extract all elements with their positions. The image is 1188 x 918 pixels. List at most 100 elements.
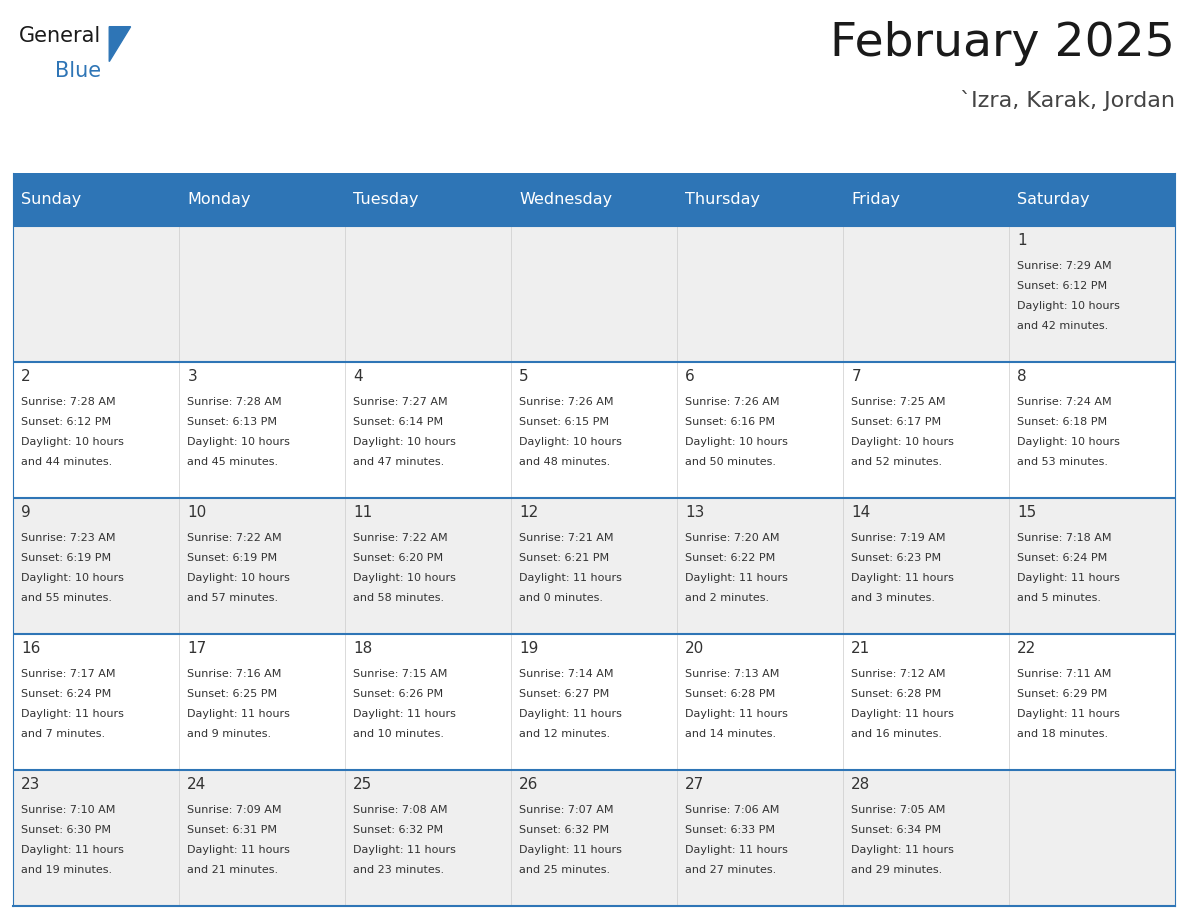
Text: Sunrise: 7:23 AM: Sunrise: 7:23 AM	[21, 532, 115, 543]
Text: Daylight: 11 hours: Daylight: 11 hours	[21, 845, 125, 856]
Text: and 52 minutes.: and 52 minutes.	[852, 457, 942, 467]
Text: and 55 minutes.: and 55 minutes.	[21, 593, 113, 603]
Text: and 21 minutes.: and 21 minutes.	[188, 866, 278, 876]
Text: Sunrise: 7:24 AM: Sunrise: 7:24 AM	[1017, 397, 1112, 407]
Text: Sunrise: 7:14 AM: Sunrise: 7:14 AM	[519, 669, 614, 678]
Text: Sunset: 6:21 PM: Sunset: 6:21 PM	[519, 553, 609, 563]
Text: Blue: Blue	[55, 61, 101, 81]
Text: Sunset: 6:29 PM: Sunset: 6:29 PM	[1017, 689, 1107, 699]
Text: 6: 6	[685, 369, 695, 385]
Text: and 44 minutes.: and 44 minutes.	[21, 457, 113, 467]
Text: 22: 22	[1017, 642, 1037, 656]
Text: Sunset: 6:24 PM: Sunset: 6:24 PM	[1017, 553, 1107, 563]
Text: Sunset: 6:30 PM: Sunset: 6:30 PM	[21, 825, 112, 835]
Text: 27: 27	[685, 778, 704, 792]
Text: Daylight: 10 hours: Daylight: 10 hours	[21, 437, 125, 447]
Text: Sunrise: 7:10 AM: Sunrise: 7:10 AM	[21, 805, 115, 815]
Text: Sunset: 6:15 PM: Sunset: 6:15 PM	[519, 417, 609, 427]
Text: Daylight: 10 hours: Daylight: 10 hours	[353, 573, 456, 583]
Text: Daylight: 11 hours: Daylight: 11 hours	[353, 845, 456, 856]
Text: Sunrise: 7:12 AM: Sunrise: 7:12 AM	[852, 669, 946, 678]
Bar	[13, 226, 1175, 362]
Text: Sunset: 6:19 PM: Sunset: 6:19 PM	[188, 553, 278, 563]
Text: Sunset: 6:28 PM: Sunset: 6:28 PM	[852, 689, 942, 699]
Bar	[843, 173, 1009, 226]
Text: Sunset: 6:13 PM: Sunset: 6:13 PM	[188, 417, 277, 427]
Text: Daylight: 10 hours: Daylight: 10 hours	[353, 437, 456, 447]
Text: and 48 minutes.: and 48 minutes.	[519, 457, 611, 467]
Text: and 42 minutes.: and 42 minutes.	[1017, 321, 1108, 331]
Text: and 10 minutes.: and 10 minutes.	[353, 730, 444, 739]
Text: 24: 24	[188, 778, 207, 792]
Text: Sunrise: 7:28 AM: Sunrise: 7:28 AM	[21, 397, 116, 407]
Text: Sunset: 6:12 PM: Sunset: 6:12 PM	[1017, 281, 1107, 291]
Text: Sunrise: 7:07 AM: Sunrise: 7:07 AM	[519, 805, 614, 815]
Text: 26: 26	[519, 778, 538, 792]
Text: Sunrise: 7:05 AM: Sunrise: 7:05 AM	[852, 805, 946, 815]
Text: Sunset: 6:20 PM: Sunset: 6:20 PM	[353, 553, 443, 563]
Text: 4: 4	[353, 369, 364, 385]
Text: Daylight: 10 hours: Daylight: 10 hours	[519, 437, 623, 447]
Text: Daylight: 11 hours: Daylight: 11 hours	[1017, 573, 1120, 583]
Text: and 25 minutes.: and 25 minutes.	[519, 866, 611, 876]
Bar	[13, 770, 1175, 906]
Text: Sunrise: 7:19 AM: Sunrise: 7:19 AM	[852, 532, 946, 543]
Text: Sunset: 6:17 PM: Sunset: 6:17 PM	[852, 417, 941, 427]
Text: `Izra, Karak, Jordan: `Izra, Karak, Jordan	[960, 90, 1175, 111]
Text: Sunset: 6:18 PM: Sunset: 6:18 PM	[1017, 417, 1107, 427]
Text: 12: 12	[519, 505, 538, 521]
Text: and 45 minutes.: and 45 minutes.	[188, 457, 278, 467]
Text: Daylight: 10 hours: Daylight: 10 hours	[188, 573, 290, 583]
Text: Sunset: 6:16 PM: Sunset: 6:16 PM	[685, 417, 776, 427]
Text: 9: 9	[21, 505, 31, 521]
Text: 7: 7	[852, 369, 861, 385]
Text: Sunset: 6:32 PM: Sunset: 6:32 PM	[519, 825, 609, 835]
Text: Daylight: 10 hours: Daylight: 10 hours	[1017, 437, 1120, 447]
Text: and 57 minutes.: and 57 minutes.	[188, 593, 278, 603]
Bar	[13, 173, 179, 226]
Text: Daylight: 11 hours: Daylight: 11 hours	[519, 573, 623, 583]
Text: and 50 minutes.: and 50 minutes.	[685, 457, 776, 467]
Text: Sunset: 6:23 PM: Sunset: 6:23 PM	[852, 553, 941, 563]
Text: Sunrise: 7:15 AM: Sunrise: 7:15 AM	[353, 669, 448, 678]
Text: 21: 21	[852, 642, 871, 656]
Text: Sunset: 6:33 PM: Sunset: 6:33 PM	[685, 825, 776, 835]
Text: Friday: Friday	[852, 192, 901, 207]
Bar	[13, 498, 1175, 634]
Text: and 47 minutes.: and 47 minutes.	[353, 457, 444, 467]
Text: and 14 minutes.: and 14 minutes.	[685, 730, 777, 739]
Bar	[13, 362, 1175, 498]
Text: Daylight: 11 hours: Daylight: 11 hours	[519, 710, 623, 719]
Text: Sunset: 6:25 PM: Sunset: 6:25 PM	[188, 689, 278, 699]
Text: 8: 8	[1017, 369, 1026, 385]
Text: Sunrise: 7:22 AM: Sunrise: 7:22 AM	[353, 532, 448, 543]
Text: 20: 20	[685, 642, 704, 656]
Text: 16: 16	[21, 642, 40, 656]
Text: and 9 minutes.: and 9 minutes.	[188, 730, 271, 739]
Text: Sunrise: 7:21 AM: Sunrise: 7:21 AM	[519, 532, 614, 543]
Text: 15: 15	[1017, 505, 1037, 521]
Text: Sunset: 6:34 PM: Sunset: 6:34 PM	[852, 825, 941, 835]
Text: 14: 14	[852, 505, 871, 521]
Text: Sunset: 6:14 PM: Sunset: 6:14 PM	[353, 417, 443, 427]
Text: 13: 13	[685, 505, 704, 521]
Text: Daylight: 11 hours: Daylight: 11 hours	[685, 710, 788, 719]
Text: and 0 minutes.: and 0 minutes.	[519, 593, 604, 603]
Text: General: General	[19, 26, 101, 46]
Text: Sunday: Sunday	[21, 192, 82, 207]
Text: Daylight: 11 hours: Daylight: 11 hours	[685, 845, 788, 856]
Text: Daylight: 11 hours: Daylight: 11 hours	[852, 845, 954, 856]
Bar	[179, 173, 345, 226]
Text: 5: 5	[519, 369, 529, 385]
Text: 2: 2	[21, 369, 31, 385]
Text: and 58 minutes.: and 58 minutes.	[353, 593, 444, 603]
Text: and 12 minutes.: and 12 minutes.	[519, 730, 611, 739]
Text: and 3 minutes.: and 3 minutes.	[852, 593, 935, 603]
Text: Sunrise: 7:28 AM: Sunrise: 7:28 AM	[188, 397, 282, 407]
Polygon shape	[109, 27, 131, 62]
Text: Wednesday: Wednesday	[519, 192, 613, 207]
Text: Daylight: 10 hours: Daylight: 10 hours	[1017, 301, 1120, 311]
Bar	[13, 634, 1175, 770]
Text: and 27 minutes.: and 27 minutes.	[685, 866, 777, 876]
Text: Sunset: 6:27 PM: Sunset: 6:27 PM	[519, 689, 609, 699]
